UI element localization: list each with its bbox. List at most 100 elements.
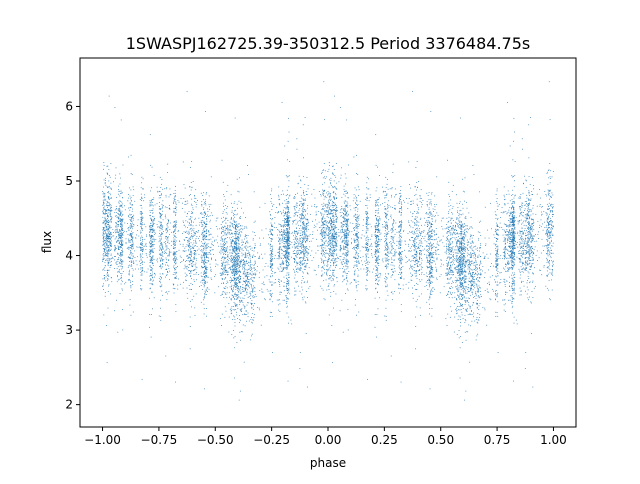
data-point [153, 230, 155, 232]
data-point [417, 261, 419, 263]
data-point [234, 257, 236, 258]
data-point [376, 220, 378, 221]
data-point [548, 231, 550, 233]
data-point [303, 296, 305, 298]
data-point [415, 260, 416, 261]
data-point [230, 288, 232, 290]
data-point [522, 215, 524, 217]
data-point [132, 261, 134, 263]
data-point [519, 277, 521, 279]
data-point [141, 243, 143, 245]
data-point [458, 250, 460, 252]
data-point [279, 285, 281, 287]
data-point [159, 222, 161, 224]
data-point [151, 263, 153, 265]
data-point [520, 194, 522, 195]
data-point [457, 259, 459, 260]
data-point [286, 214, 288, 216]
data-point [121, 229, 123, 231]
data-point [190, 260, 192, 262]
data-point [223, 231, 224, 233]
data-point [152, 210, 154, 211]
data-point [271, 209, 273, 210]
data-point [452, 260, 453, 262]
data-point [271, 252, 273, 253]
data-point [130, 238, 132, 240]
data-point [532, 207, 534, 209]
data-point [234, 283, 236, 285]
data-point [307, 273, 308, 275]
data-point [120, 238, 122, 240]
data-point [153, 244, 155, 246]
data-point [456, 257, 458, 259]
data-point [233, 330, 234, 331]
data-point [447, 213, 449, 215]
data-point [379, 223, 380, 225]
data-point [271, 245, 273, 247]
data-point [295, 238, 297, 240]
data-point [141, 280, 143, 281]
data-point [450, 251, 452, 253]
data-point [211, 259, 212, 261]
data-point [345, 235, 347, 237]
data-point [210, 250, 211, 252]
data-point [287, 231, 288, 233]
data-point [339, 310, 341, 312]
data-point [432, 208, 434, 210]
data-point [343, 224, 345, 226]
data-point [222, 240, 224, 242]
data-point [496, 293, 498, 295]
data-point [376, 242, 378, 243]
data-point [160, 243, 162, 244]
data-point [320, 224, 322, 226]
data-point [520, 247, 522, 249]
data-point [285, 257, 286, 258]
data-point [508, 243, 510, 244]
data-point [140, 259, 142, 261]
data-point [140, 230, 142, 232]
data-point [384, 208, 386, 210]
data-point [295, 247, 297, 249]
data-point [128, 279, 129, 281]
data-point [398, 254, 400, 256]
data-point [130, 282, 131, 284]
data-point [284, 256, 285, 258]
data-point [457, 225, 459, 227]
data-point [354, 240, 356, 242]
data-point [416, 187, 418, 188]
data-point [547, 231, 549, 233]
data-point [131, 290, 133, 292]
data-point [233, 256, 235, 258]
data-point [417, 236, 419, 237]
data-point [377, 204, 378, 206]
data-point [269, 260, 271, 262]
data-point [549, 182, 551, 184]
data-point [283, 257, 284, 259]
data-point [419, 201, 421, 202]
data-point [153, 252, 154, 253]
data-point [272, 218, 273, 219]
data-point [150, 258, 152, 259]
data-point [154, 219, 155, 221]
data-point [322, 232, 324, 234]
data-point [495, 293, 497, 295]
data-point [449, 252, 450, 254]
data-point [280, 213, 282, 215]
data-point [347, 250, 349, 252]
data-point [152, 265, 154, 266]
data-point [235, 258, 237, 259]
data-point [414, 242, 415, 244]
data-point [295, 253, 297, 254]
data-point [116, 239, 118, 241]
data-point [459, 277, 461, 279]
data-point [288, 238, 290, 239]
data-point [510, 295, 512, 297]
data-point [346, 236, 348, 237]
data-point [377, 231, 378, 233]
data-point [271, 233, 272, 235]
data-point [451, 270, 453, 272]
data-point [508, 268, 510, 270]
data-point [453, 256, 454, 258]
data-point [232, 259, 233, 261]
data-point [288, 236, 290, 238]
